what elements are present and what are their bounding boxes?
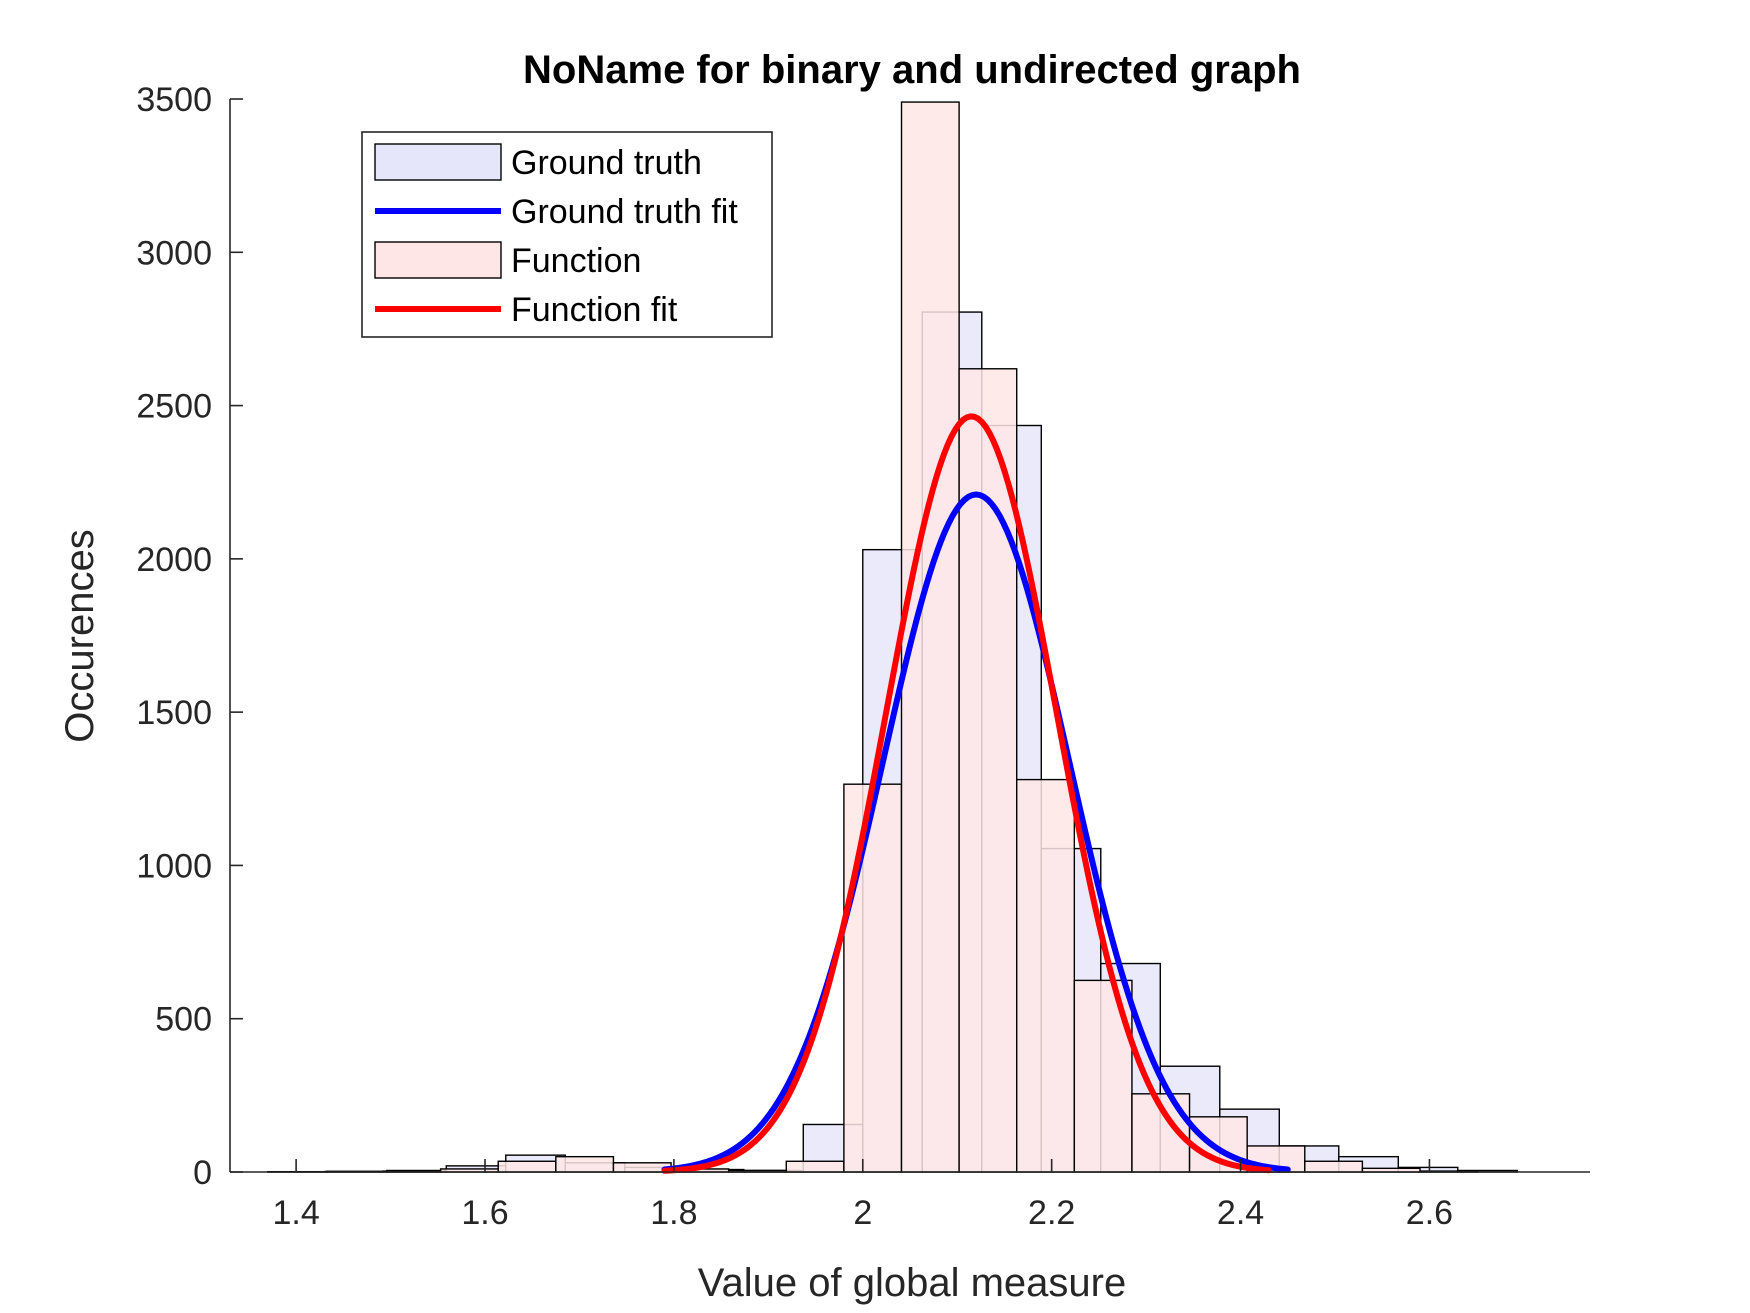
fit-curve-function-fit	[661, 413, 1272, 1174]
legend-swatch	[374, 241, 502, 279]
legend-label: Ground truth	[511, 144, 702, 182]
x-tick-label: 1.4	[272, 1194, 319, 1232]
x-tick-label: 2.6	[1406, 1194, 1453, 1232]
legend-swatch	[374, 143, 502, 181]
y-tick-label: 2500	[136, 388, 212, 426]
y-tick-label: 500	[155, 1001, 212, 1039]
legend-label: Function	[511, 242, 641, 280]
chart-title: NoName for binary and undirected graph	[523, 48, 1301, 92]
histogram-bar-function-5	[555, 1155, 615, 1173]
legend-label: Function fit	[511, 291, 678, 329]
histogram-bar-function-4	[497, 1160, 557, 1173]
y-tick-label: 2000	[136, 541, 212, 579]
histogram-bar-function-10	[843, 783, 903, 1173]
histogram-bar-function-18	[1304, 1160, 1364, 1173]
y-tick-label: 0	[193, 1154, 212, 1192]
axes: 1.4 1.6 1.8 2 2.2 2.4 2.6 0 500 1000 1500 2000 2500 3…	[136, 81, 1590, 1232]
histogram-bar-function-13	[1016, 778, 1076, 1173]
fit-curve-ground-truth-fit	[661, 491, 1291, 1173]
y-tick-label: 1000	[136, 847, 212, 885]
histogram-bar-function-9	[785, 1160, 845, 1173]
y-tick-label: 1500	[136, 694, 212, 732]
x-axis-label: Value of global measure	[698, 1261, 1126, 1305]
plot-area	[267, 101, 1518, 1174]
legend: Ground truth Ground truth fit Function Func…	[361, 131, 773, 338]
y-tick-label: 3500	[136, 81, 212, 119]
x-tick-label: 2	[853, 1194, 872, 1232]
x-tick-label: 2.4	[1217, 1194, 1264, 1232]
y-tick-label: 3000	[136, 234, 212, 272]
x-tick-label: 1.8	[650, 1194, 697, 1232]
x-tick-label: 2.2	[1028, 1194, 1075, 1232]
legend-label: Ground truth fit	[511, 193, 738, 231]
x-tick-label: 1.6	[461, 1194, 508, 1232]
y-axis-label: Occurences	[58, 529, 102, 742]
